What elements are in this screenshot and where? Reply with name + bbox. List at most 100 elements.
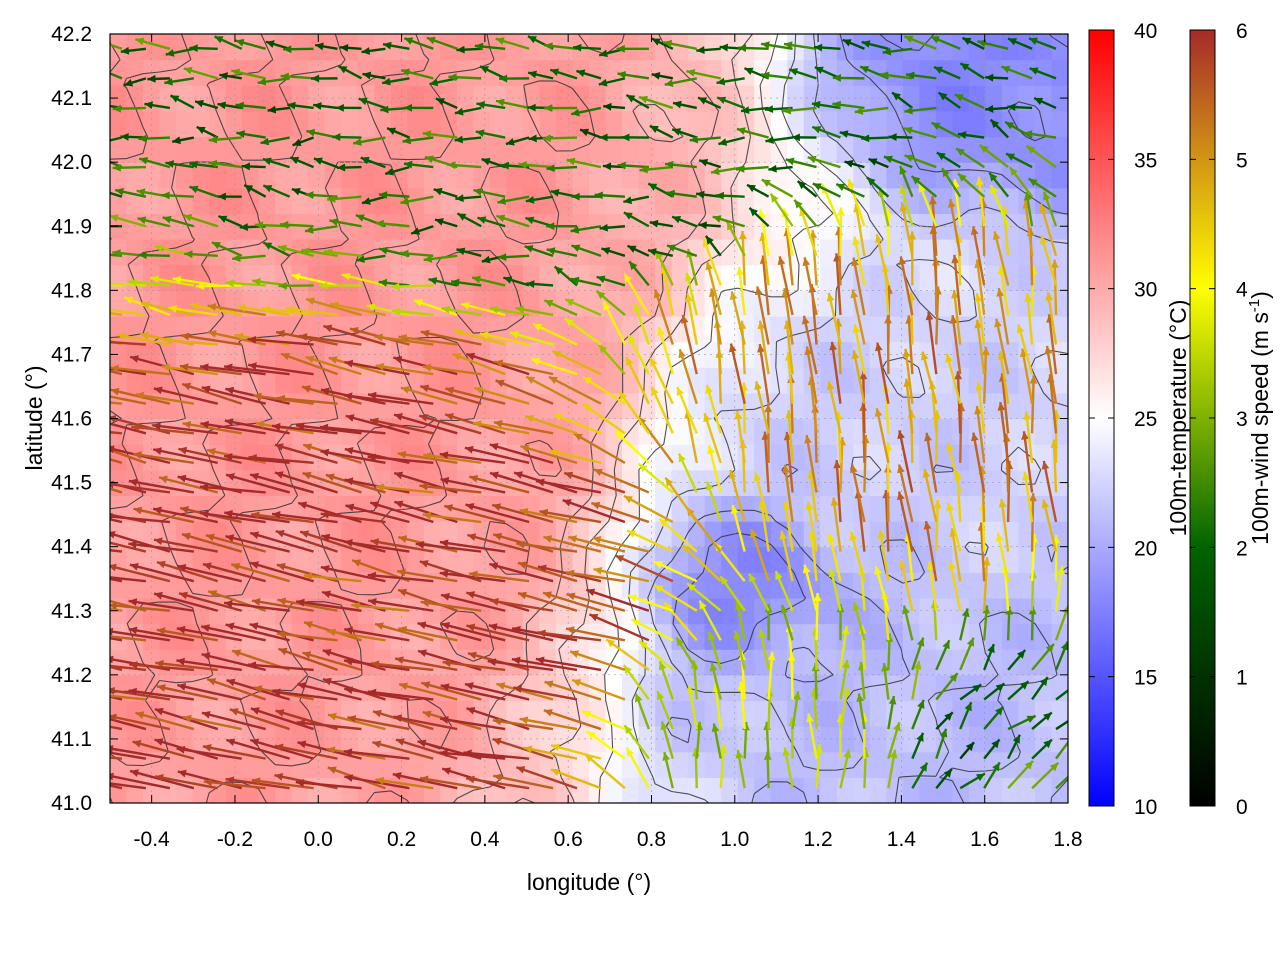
heat-cell: [242, 315, 260, 343]
wind-arrow: [291, 273, 338, 287]
wind-arrow-head: [696, 190, 705, 199]
wind-arrow-head: [813, 43, 823, 52]
heat-cell: [258, 187, 276, 215]
wind-arrow-head: [182, 382, 192, 391]
wind-arrow-shaft: [927, 311, 938, 375]
wind-arrow-head: [527, 36, 537, 44]
wind-arrow-head: [251, 598, 261, 606]
wind-arrow-head: [985, 73, 994, 82]
wind-arrow-head: [814, 66, 824, 74]
wind-arrow: [110, 364, 171, 376]
wind-arrow-head: [305, 297, 315, 306]
wind-arrow-head: [851, 350, 860, 360]
wind-arrow-head: [1071, 766, 1080, 774]
wind-arrow-head: [651, 38, 661, 46]
heat-cell: [869, 546, 887, 573]
wind-arrow: [760, 41, 793, 50]
wind-arrow-head: [179, 363, 189, 371]
heat-cell: [357, 674, 375, 702]
heat-cell: [324, 623, 342, 650]
wind-arrow-head: [975, 176, 984, 186]
wind-arrow: [647, 248, 674, 257]
wind-arrow-head: [302, 385, 311, 393]
wind-arrow-head: [290, 156, 300, 165]
wind-arrow-shaft: [750, 528, 770, 582]
wind-arrow: [566, 592, 626, 612]
wind-arrow-shaft: [133, 507, 195, 524]
wind-arrow: [959, 683, 982, 701]
wind-arrow-head: [736, 164, 745, 173]
wind-arrow: [649, 357, 674, 405]
wind-arrow-shaft: [110, 448, 147, 464]
heat-cell: [275, 777, 293, 803]
wind-arrow-shaft: [178, 592, 243, 612]
heat-cell: [985, 751, 1003, 778]
heat-cell: [770, 444, 788, 471]
wind-arrow-head: [338, 66, 348, 74]
wind-arrow: [323, 248, 362, 258]
x-tick-label: 1.0: [720, 828, 749, 851]
wind-arrow-shaft: [469, 572, 530, 583]
heat-cell: [390, 444, 408, 471]
heat-cell: [506, 264, 524, 291]
y-axis: 41.041.141.241.341.441.541.641.741.841.9…: [51, 23, 1068, 815]
wind-arrow: [208, 159, 242, 169]
wind-arrow-head: [898, 560, 907, 569]
heat-cell: [985, 34, 1003, 61]
heat-cell: [770, 495, 788, 522]
wind-arrow: [925, 311, 938, 375]
wind-arrow: [664, 160, 697, 169]
heat-cell: [357, 751, 375, 778]
wind-arrow: [686, 582, 722, 612]
wind-arrow: [144, 101, 171, 110]
heat-cell: [473, 290, 491, 317]
wind-arrow: [452, 352, 506, 376]
wind-arrow: [262, 241, 291, 257]
wind-arrow-head: [514, 471, 523, 479]
heat-cell: [1034, 751, 1053, 778]
wind-arrow: [549, 68, 578, 80]
wind-arrow-head: [110, 387, 120, 396]
wind-arrow: [623, 211, 650, 228]
wind-arrow-head: [190, 302, 199, 311]
wind-arrow-shaft: [805, 434, 818, 493]
heat-cell: [787, 649, 805, 676]
wind-arrow: [110, 664, 147, 672]
wind-arrow-head: [526, 280, 535, 288]
wind-arrow-head: [86, 390, 95, 398]
wind-arrow-head: [686, 69, 696, 77]
wind-arrow: [897, 430, 914, 493]
wind-arrow: [546, 247, 578, 258]
wind-arrow: [933, 499, 942, 552]
wind-arrow: [275, 329, 338, 346]
heat-cell: [456, 59, 474, 86]
heat-cell: [886, 777, 904, 803]
heat-cell: [754, 110, 772, 138]
wind-arrow-head: [82, 710, 91, 718]
x-tick-label: 0.6: [554, 828, 583, 851]
heat-cell: [407, 315, 425, 343]
wind-arrow-head: [445, 413, 455, 421]
wind-arrow-head: [802, 564, 811, 574]
wind-arrow: [653, 584, 698, 612]
wind-arrow-shaft: [347, 716, 410, 731]
wind-arrow: [267, 105, 290, 114]
heat-cell: [770, 469, 788, 496]
wind-arrow: [617, 161, 649, 170]
heat-cell: [721, 264, 739, 291]
wind-arrow-head: [925, 311, 934, 321]
wind-arrow-head: [452, 353, 462, 361]
wind-arrow-head: [129, 661, 138, 669]
heat-cell: [638, 726, 656, 753]
wind-arrow-shaft: [280, 352, 338, 376]
wind-arrow-head: [475, 129, 485, 138]
heat-cell: [820, 418, 838, 445]
wind-arrow: [503, 276, 530, 287]
wind-arrow: [261, 305, 314, 317]
wind-arrow-head: [292, 138, 302, 147]
wind-arrow: [593, 468, 650, 494]
heat-cell: [506, 213, 524, 240]
y-tick-label: 41.0: [51, 792, 92, 815]
wind-arrow-head: [904, 154, 914, 162]
wind-arrow-shaft: [524, 415, 578, 435]
